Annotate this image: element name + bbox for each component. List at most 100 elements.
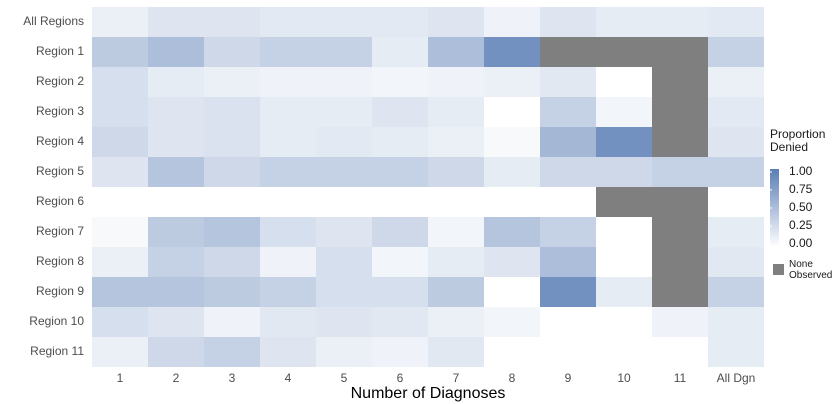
cell (484, 217, 540, 247)
cell (708, 337, 764, 367)
x-axis-title: Number of Diagnoses (351, 385, 506, 402)
cell (708, 307, 764, 337)
cell (428, 157, 484, 187)
cell (316, 307, 372, 337)
cell (316, 127, 372, 157)
y-tick-label: Region 6 (36, 194, 84, 208)
cell (372, 7, 428, 37)
y-tick-label: Region 7 (36, 224, 84, 238)
cell (428, 7, 484, 37)
cell (428, 127, 484, 157)
cell (204, 7, 260, 37)
cell (708, 37, 764, 67)
cell (596, 277, 652, 307)
cell (316, 187, 372, 217)
cell (204, 277, 260, 307)
cell (204, 247, 260, 277)
cell (260, 127, 316, 157)
none-observed-cell (652, 247, 708, 277)
colorbar (770, 169, 779, 247)
cell (372, 337, 428, 367)
none-observed-cell (652, 37, 708, 67)
cell (708, 157, 764, 187)
x-tick-label: 11 (674, 371, 687, 385)
cell (92, 7, 148, 37)
cell (372, 307, 428, 337)
cell (596, 97, 652, 127)
none-observed-cell (652, 187, 708, 217)
cell (260, 307, 316, 337)
cell (428, 337, 484, 367)
none-observed-cell (652, 97, 708, 127)
cell (148, 217, 204, 247)
x-tick-label: 10 (617, 371, 631, 385)
cell (540, 127, 596, 157)
cell (316, 247, 372, 277)
cell (428, 307, 484, 337)
cell (428, 277, 484, 307)
cell (540, 277, 596, 307)
cell (148, 307, 204, 337)
colorbar-label: 0.00 (789, 236, 813, 250)
cell (204, 97, 260, 127)
cell (484, 7, 540, 37)
x-tick-label: 3 (229, 371, 236, 385)
cell (540, 337, 596, 367)
cell (204, 307, 260, 337)
colorbar-label: 1.00 (789, 164, 813, 178)
cell (708, 97, 764, 127)
cell (204, 337, 260, 367)
cell (428, 217, 484, 247)
cell (260, 187, 316, 217)
cell (92, 37, 148, 67)
colorbar-label: 0.50 (789, 200, 813, 214)
y-tick-label: Region 5 (36, 164, 84, 178)
y-tick-label: Region 10 (29, 314, 84, 328)
missing-swatch (773, 264, 784, 275)
cell (484, 337, 540, 367)
y-tick-label: Region 3 (36, 104, 84, 118)
x-tick-label: 8 (509, 371, 516, 385)
cell (148, 337, 204, 367)
x-tick-label: 6 (397, 371, 404, 385)
cell (428, 97, 484, 127)
x-tick-label: All Dgn (717, 371, 756, 385)
cell (148, 187, 204, 217)
cell (92, 97, 148, 127)
cell (652, 7, 708, 37)
cell (204, 67, 260, 97)
cell (596, 217, 652, 247)
cell (540, 97, 596, 127)
cell (596, 247, 652, 277)
cell (316, 157, 372, 187)
cell (428, 37, 484, 67)
cell (148, 7, 204, 37)
legend-title: Proportion Denied (770, 127, 826, 154)
cell (260, 217, 316, 247)
none-observed-cell (596, 37, 652, 67)
cell (148, 127, 204, 157)
cell (316, 67, 372, 97)
cell (260, 67, 316, 97)
cell (596, 157, 652, 187)
cell (484, 187, 540, 217)
cell (204, 187, 260, 217)
cell (92, 67, 148, 97)
cell (540, 187, 596, 217)
cell (372, 187, 428, 217)
cell (260, 97, 316, 127)
cell (540, 247, 596, 277)
none-observed-cell (540, 37, 596, 67)
cell (372, 157, 428, 187)
cell (204, 157, 260, 187)
x-tick-label: 5 (341, 371, 348, 385)
cell (260, 157, 316, 187)
cell (148, 37, 204, 67)
none-observed-cell (652, 217, 708, 247)
cell (92, 247, 148, 277)
cell (260, 247, 316, 277)
cell (148, 247, 204, 277)
cell (260, 37, 316, 67)
y-tick-label: Region 1 (36, 44, 84, 58)
